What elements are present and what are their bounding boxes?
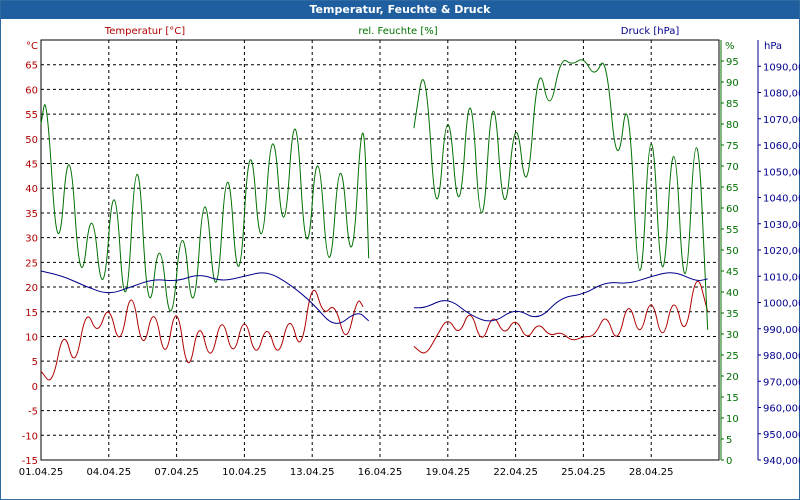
y-tick-label-temperature: 15 bbox=[25, 308, 38, 319]
y-tick-label-pressure: 1000,000 bbox=[763, 299, 800, 310]
y-tick-label-humidity: 75 bbox=[726, 141, 739, 152]
y-tick-label-temperature: 50 bbox=[25, 135, 38, 146]
x-tick-label: 07.04.25 bbox=[154, 467, 199, 478]
series-line-humidity bbox=[413, 59, 709, 330]
x-tick-label: 04.04.25 bbox=[87, 467, 132, 478]
y-tick-label-humidity: 20 bbox=[726, 372, 739, 383]
grid bbox=[41, 40, 719, 460]
series-line-pressure bbox=[413, 272, 708, 322]
y-tick-label-humidity: 10 bbox=[726, 414, 739, 425]
window-title: Temperatur, Feuchte & Druck bbox=[1, 1, 799, 19]
y-tick-label-humidity: 85 bbox=[726, 99, 739, 110]
y-tick-label-pressure: 990,000 bbox=[763, 325, 800, 336]
y-tick-label-pressure: 960,000 bbox=[763, 404, 800, 415]
y-tick-label-humidity: 70 bbox=[726, 162, 739, 173]
x-tick-label: 16.04.25 bbox=[358, 467, 403, 478]
y-tick-label-temperature: 20 bbox=[25, 283, 38, 294]
axis-label-temperature: Temperatur [°C] bbox=[104, 26, 185, 37]
y-tick-label-humidity: 80 bbox=[726, 120, 739, 131]
x-tick-label: 28.04.25 bbox=[629, 467, 674, 478]
y-tick-label-temperature: 40 bbox=[25, 184, 38, 195]
y-tick-label-temperature: 0 bbox=[32, 382, 38, 393]
y-tick-label-temperature: 25 bbox=[25, 258, 38, 269]
y-tick-label-humidity: 50 bbox=[726, 246, 739, 257]
y-tick-label-humidity: 90 bbox=[726, 78, 739, 89]
axis-unit-humidity: % bbox=[725, 41, 735, 52]
y-tick-label-temperature: 55 bbox=[25, 110, 38, 121]
y-tick-label-humidity: 30 bbox=[726, 330, 739, 341]
y-tick-label-pressure: 980,000 bbox=[763, 351, 800, 362]
series-group bbox=[40, 59, 709, 381]
y-tick-label-temperature: 60 bbox=[25, 85, 38, 96]
x-tick-label: 13.04.25 bbox=[290, 467, 335, 478]
y-tick-label-humidity: 60 bbox=[726, 204, 739, 215]
y-tick-label-humidity: 65 bbox=[726, 183, 739, 194]
axis-label-pressure: Druck [hPa] bbox=[621, 26, 680, 37]
y-tick-label-pressure: 1060,000 bbox=[763, 141, 800, 152]
y-tick-label-pressure: 970,000 bbox=[763, 377, 800, 388]
x-tick-label: 22.04.25 bbox=[493, 467, 538, 478]
axes: 01.04.25 04.04.25 07.04.25 10.04.25 13.04.25… bbox=[19, 40, 800, 478]
y-tick-label-humidity: 45 bbox=[726, 267, 739, 278]
axis-unit-temperature: °C bbox=[26, 41, 38, 52]
axis-unit-pressure: hPa bbox=[764, 41, 782, 52]
y-tick-label-humidity: 5 bbox=[726, 435, 732, 446]
series-line-humidity bbox=[40, 104, 370, 312]
y-tick-label-temperature: 10 bbox=[25, 332, 38, 343]
y-tick-label-temperature: -15 bbox=[22, 456, 38, 467]
y-tick-label-pressure: 950,000 bbox=[763, 430, 800, 441]
y-tick-label-temperature: -10 bbox=[22, 431, 38, 442]
y-tick-label-temperature: 30 bbox=[25, 234, 38, 245]
y-tick-label-humidity: 0 bbox=[726, 456, 732, 467]
x-tick-label: 25.04.25 bbox=[561, 467, 606, 478]
y-tick-label-temperature: 45 bbox=[25, 160, 38, 171]
y-tick-label-temperature: 5 bbox=[32, 357, 38, 368]
series-line-temperature bbox=[413, 280, 709, 354]
axis-label-humidity: rel. Feuchte [%] bbox=[358, 26, 437, 37]
y-tick-label-temperature: 65 bbox=[25, 61, 38, 72]
y-tick-label-humidity: 55 bbox=[726, 225, 739, 236]
y-tick-label-pressure: 1070,000 bbox=[763, 115, 800, 126]
plot-area bbox=[40, 39, 720, 461]
x-tick-label: 19.04.25 bbox=[426, 467, 471, 478]
y-tick-label-humidity: 15 bbox=[726, 393, 739, 404]
series-line-pressure bbox=[40, 270, 370, 324]
plot-border bbox=[40, 39, 720, 461]
y-tick-label-pressure: 1030,000 bbox=[763, 220, 800, 231]
y-tick-label-humidity: 95 bbox=[726, 57, 739, 68]
y-tick-label-pressure: 1040,000 bbox=[763, 194, 800, 205]
y-tick-label-pressure: 1020,000 bbox=[763, 246, 800, 257]
y-tick-label-temperature: 35 bbox=[25, 209, 38, 220]
y-tick-label-pressure: 1010,000 bbox=[763, 272, 800, 283]
y-tick-label-pressure: 1080,000 bbox=[763, 89, 800, 100]
y-tick-label-pressure: 940,000 bbox=[763, 456, 800, 467]
y-tick-label-pressure: 1050,000 bbox=[763, 167, 800, 178]
series-line-temperature bbox=[40, 289, 364, 381]
y-tick-label-humidity: 40 bbox=[726, 288, 739, 299]
y-tick-label-humidity: 35 bbox=[726, 309, 739, 320]
x-tick-label: 10.04.25 bbox=[222, 467, 267, 478]
y-tick-label-pressure: 1090,000 bbox=[763, 62, 800, 73]
x-tick-label: 01.04.25 bbox=[19, 467, 64, 478]
y-tick-label-temperature: -5 bbox=[28, 407, 38, 418]
y-tick-label-humidity: 25 bbox=[726, 351, 739, 362]
